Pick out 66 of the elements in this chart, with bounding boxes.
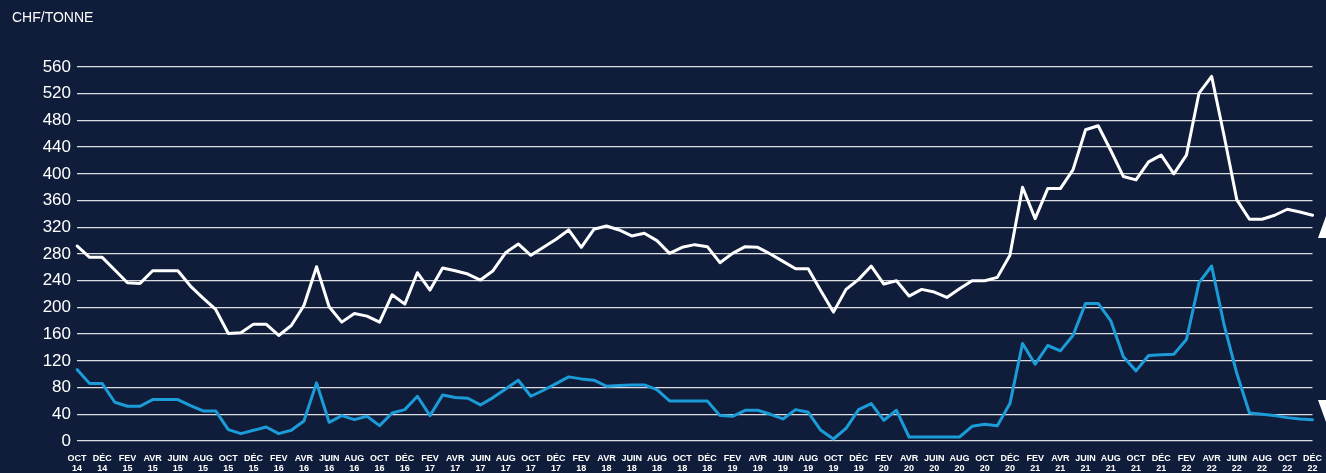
x-tick-label: FEV 19 <box>723 452 742 473</box>
x-tick-label: AVR 16 <box>294 452 314 473</box>
x-tick-label: DÉC 19 <box>849 452 869 473</box>
x-tick-label: OCT 22 <box>1277 452 1298 473</box>
x-tick-label: FEV 16 <box>269 452 288 473</box>
y-tick-label: 0 <box>61 430 71 450</box>
y-tick-label: 240 <box>42 270 71 290</box>
y-tick-label: 560 <box>42 56 71 76</box>
y-axis-title: CHF/TONNE <box>12 9 94 25</box>
x-tick-label: AVR 22 <box>1202 452 1222 473</box>
x-tick-label: JUIN 20 <box>924 452 945 473</box>
x-tick-label: DÉC 21 <box>1151 452 1172 473</box>
x-tick-label: JUIN 15 <box>167 452 189 473</box>
x-tick-label: FEV 20 <box>875 452 893 473</box>
x-tick-label: DÉC 20 <box>1000 452 1020 473</box>
y-tick-label: 320 <box>42 216 71 236</box>
y-tick-label: 280 <box>42 243 71 263</box>
x-tick-label: FEV 15 <box>118 452 137 473</box>
x-tick-label: FEV 21 <box>1026 452 1044 473</box>
x-tick-label: DÉC 14 <box>92 452 113 473</box>
x-tick-label: FEV 18 <box>572 452 591 473</box>
x-tick-label: AUG 15 <box>193 452 214 473</box>
x-tick-label: AUG 18 <box>646 452 667 473</box>
x-tick-label: OCT 16 <box>370 452 390 473</box>
x-tick-label: DÉC 15 <box>243 452 264 473</box>
x-tick-label: AUG 19 <box>798 452 819 473</box>
x-tick-label: AVR 15 <box>143 452 163 473</box>
x-tick-label: OCT 14 <box>67 452 87 473</box>
x-tick-label: OCT 21 <box>1126 452 1146 473</box>
y-tick-label: 160 <box>42 323 71 343</box>
x-tick-label: AVR 19 <box>748 452 768 473</box>
x-tick-label: OCT 19 <box>823 452 844 473</box>
x-tick-label: DÉC 16 <box>395 452 415 473</box>
x-tick-label: AUG 16 <box>344 452 365 473</box>
x-tick-label: OCT 15 <box>218 452 239 473</box>
x-tick-label: AVR 17 <box>446 452 465 473</box>
x-tick-label: OCT 20 <box>975 452 995 473</box>
x-tick-label: AUG 17 <box>495 452 516 473</box>
x-tick-label: OCT 17 <box>521 452 541 473</box>
x-tick-label: AVR 20 <box>899 452 919 473</box>
x-tick-label: JUIN 18 <box>621 452 642 473</box>
y-tick-label: 200 <box>42 297 71 317</box>
y-tick-label: 480 <box>42 110 71 130</box>
x-tick-label: AUG 22 <box>1252 452 1273 473</box>
y-tick-label: 440 <box>42 136 71 156</box>
x-tick-label: AUG 21 <box>1100 452 1121 473</box>
y-tick-label: 520 <box>42 83 71 103</box>
x-tick-label: JUIN 19 <box>772 452 794 473</box>
x-tick-label: AUG 20 <box>949 452 970 473</box>
x-tick-label: JUIN 22 <box>1226 452 1248 473</box>
x-tick-label: DÉC 22 <box>1302 452 1323 473</box>
x-tick-label: AVR 18 <box>597 452 617 473</box>
x-tick-label: FEV 22 <box>1177 452 1196 473</box>
y-tick-label: 80 <box>52 377 71 397</box>
x-tick-label: DÉC 18 <box>697 452 718 473</box>
y-tick-label: 120 <box>42 350 71 370</box>
x-tick-label: FEV 17 <box>421 452 439 473</box>
x-tick-label: AVR 21 <box>1051 452 1071 473</box>
y-tick-label: 400 <box>42 163 71 183</box>
x-tick-label: OCT 18 <box>672 452 693 473</box>
x-tick-label: JUIN 16 <box>318 452 340 473</box>
x-tick-label: DÉC 17 <box>546 452 567 473</box>
x-tick-label: JUIN 17 <box>470 452 491 473</box>
y-tick-label: 40 <box>52 403 71 423</box>
y-tick-label: 360 <box>42 190 71 210</box>
x-tick-label: JUIN 21 <box>1075 452 1096 473</box>
